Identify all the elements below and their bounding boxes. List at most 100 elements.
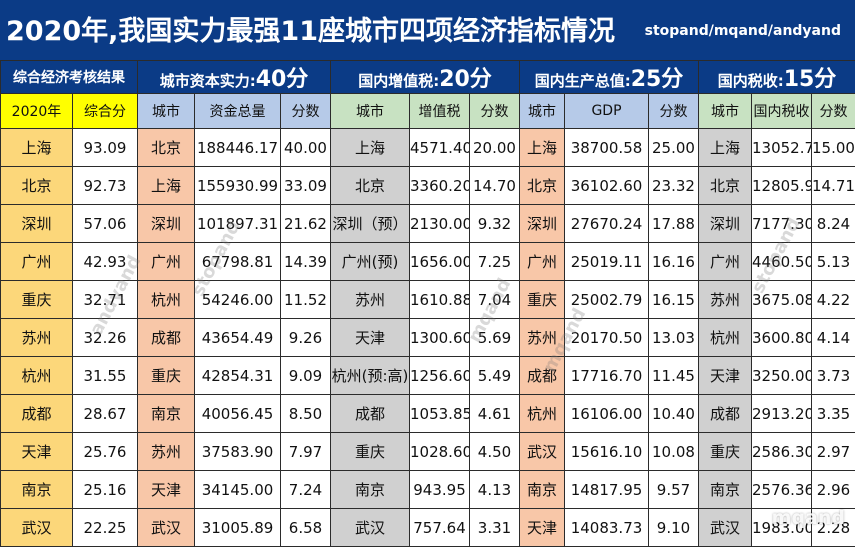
tax-score-cell: 3.73 [812,357,855,395]
tax-score-cell: 4.14 [812,319,855,357]
vat-score-cell: 4.13 [470,471,520,509]
column-header-gdp-amount: GDP [565,94,649,129]
capital-city-cell: 深圳 [138,205,195,243]
gdp-score-cell: 23.32 [649,167,699,205]
capital-score-cell: 21.62 [281,205,331,243]
tax-score-cell: 4.22 [812,281,855,319]
category-row: 综合经济考核结果 城市资本实力:40分 国内增值税:20分 国内生产总值:25分… [1,61,855,94]
vat-city-cell: 南京 [331,471,410,509]
gdp-score-cell: 25.00 [649,129,699,167]
gdp-score-cell: 10.08 [649,433,699,471]
gdp-amount-cell: 36102.60 [565,167,649,205]
tax-score-cell: 2.96 [812,471,855,509]
gdp-amount-cell: 17716.70 [565,357,649,395]
tax-city-cell: 苏州 [699,281,752,319]
gdp-score-cell: 9.57 [649,471,699,509]
capital-score-cell: 11.52 [281,281,331,319]
capital-amount-cell: 188446.17 [195,129,281,167]
vat-amount-cell: 1256.60 [410,357,470,395]
tax-score-cell: 3.35 [812,395,855,433]
capital-score-cell: 7.97 [281,433,331,471]
vat-city-cell: 北京 [331,167,410,205]
tax-score-cell: 2.97 [812,433,855,471]
summary-city-cell: 成都 [1,395,73,433]
capital-city-cell: 南京 [138,395,195,433]
summary-total-cell: 92.73 [73,167,138,205]
vat-category: 国内增值税:20分 [331,61,520,94]
tax-city-cell: 深圳 [699,205,752,243]
column-header-vat-amount: 增值税 [410,94,470,129]
capital-amount-cell: 54246.00 [195,281,281,319]
tax-amount-cell: 2576.36 [752,471,812,509]
vat-amount-cell: 2130.00 [410,205,470,243]
capital-amount-cell: 40056.45 [195,395,281,433]
gdp-city-cell: 深圳 [520,205,565,243]
gdp-score-cell: 9.10 [649,509,699,547]
gdp-city-cell: 成都 [520,357,565,395]
tax-score-cell: 5.13 [812,243,855,281]
capital-score-cell: 7.24 [281,471,331,509]
tax-city-cell: 南京 [699,471,752,509]
gdp-amount-cell: 14817.95 [565,471,649,509]
capital-score-cell: 9.26 [281,319,331,357]
gdp-amount-cell: 16106.00 [565,395,649,433]
vat-category-label: 国内增值税: [358,72,439,90]
gdp-city-cell: 南京 [520,471,565,509]
capital-amount-cell: 37583.90 [195,433,281,471]
capital-score-cell: 8.50 [281,395,331,433]
capital-category: 城市资本实力:40分 [138,61,331,94]
vat-score-cell: 4.61 [470,395,520,433]
gdp-amount-cell: 25002.79 [565,281,649,319]
gdp-score-cell: 16.16 [649,243,699,281]
summary-city-cell: 天津 [1,433,73,471]
gdp-city-cell: 杭州 [520,395,565,433]
capital-city-cell: 北京 [138,129,195,167]
vat-city-cell: 天津 [331,319,410,357]
vat-amount-cell: 4571.40 [410,129,470,167]
gdp-amount-cell: 27670.24 [565,205,649,243]
summary-total-cell: 28.67 [73,395,138,433]
tax-amount-cell: 2913.20 [752,395,812,433]
capital-amount-cell: 34145.00 [195,471,281,509]
gdp-score-cell: 16.15 [649,281,699,319]
gdp-city-cell: 重庆 [520,281,565,319]
summary-city-cell: 深圳 [1,205,73,243]
gdp-score-cell: 10.40 [649,395,699,433]
tax-city-cell: 广州 [699,243,752,281]
capital-city-cell: 重庆 [138,357,195,395]
capital-amount-cell: 155930.99 [195,167,281,205]
capital-city-cell: 成都 [138,319,195,357]
capital-amount-cell: 42854.31 [195,357,281,395]
column-header-gdp-score: 分数 [649,94,699,129]
tax-score-cell: 15.00 [812,129,855,167]
tax-city-cell: 重庆 [699,433,752,471]
column-header-tax-score: 分数 [812,94,855,129]
summary-city-cell: 上海 [1,129,73,167]
capital-city-cell: 上海 [138,167,195,205]
tax-city-cell: 北京 [699,167,752,205]
capital-city-cell: 天津 [138,471,195,509]
tax-score-cell: 8.24 [812,205,855,243]
capital-amount-cell: 31005.89 [195,509,281,547]
gdp-category-points: 25分 [631,67,684,92]
column-header-row: 2020年 综合分 城市 资金总量 分数 城市 增值税 分数 城市 GDP 分数… [1,94,855,129]
tax-category-label: 国内税收: [718,72,784,90]
gdp-amount-cell: 15616.10 [565,433,649,471]
title-banner: 2020年,我国实力最强11座城市四项经济指标情况 stopand/mqand/… [0,0,855,60]
column-header-tax-city: 城市 [699,94,752,129]
summary-total-cell: 32.26 [73,319,138,357]
gdp-city-cell: 广州 [520,243,565,281]
summary-total-cell: 32.71 [73,281,138,319]
gdp-city-cell: 上海 [520,129,565,167]
summary-total-cell: 25.16 [73,471,138,509]
vat-city-cell: 杭州(预:高) [331,357,410,395]
vat-amount-cell: 1028.60 [410,433,470,471]
vat-score-cell: 7.04 [470,281,520,319]
column-header-vat-city: 城市 [331,94,410,129]
tax-amount-cell: 2586.30 [752,433,812,471]
vat-amount-cell: 1656.00 [410,243,470,281]
